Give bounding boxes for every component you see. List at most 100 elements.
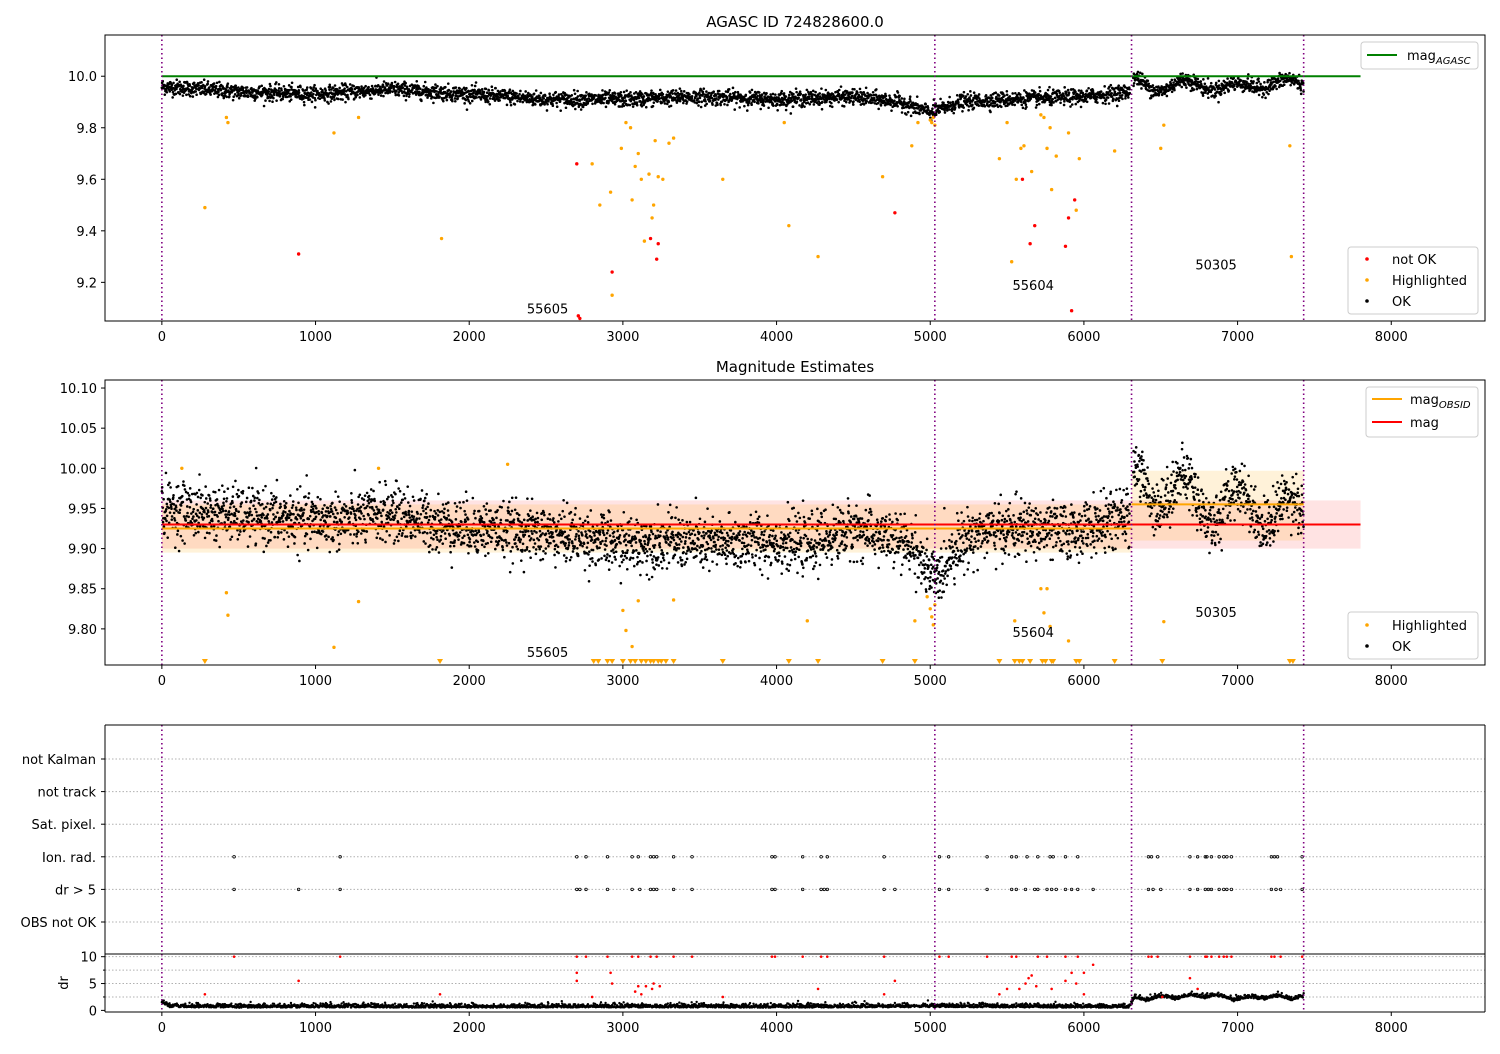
- agasc-ok-point: [403, 95, 406, 98]
- magnitude-ok-point: [257, 492, 260, 495]
- magnitude-ok-point: [338, 530, 341, 533]
- agasc-ok-point: [475, 96, 478, 99]
- magnitude-ok-point: [236, 493, 239, 496]
- agasc-ok-point: [574, 108, 577, 111]
- agasc-ok-point: [1226, 77, 1229, 80]
- magnitude-ok-point: [199, 511, 202, 514]
- magnitude-ok-point: [290, 519, 293, 522]
- agasc-ok-point: [843, 105, 846, 108]
- agasc-ok-point: [772, 104, 775, 107]
- magnitude-ok-point: [262, 514, 265, 517]
- magnitude-ok-point: [364, 494, 367, 497]
- agasc-ok-point: [853, 88, 856, 91]
- agasc-ok-point: [281, 98, 284, 101]
- magnitude-ok-point: [225, 516, 228, 519]
- magnitude-ok-point: [338, 548, 341, 551]
- magnitude-ok-point: [288, 535, 291, 538]
- magnitude-ok-point: [391, 496, 394, 499]
- agasc-highlighted-point: [1113, 149, 1116, 152]
- magnitude-ok-point: [176, 533, 179, 536]
- agasc-ok-point: [1080, 106, 1083, 109]
- agasc-ok-point: [840, 85, 843, 88]
- magnitude-ok-point: [400, 517, 403, 520]
- agasc-ok-point: [263, 105, 266, 108]
- magnitude-ok-point: [204, 485, 207, 488]
- magnitude-ok-point: [305, 503, 308, 506]
- agasc-ok-point: [1019, 93, 1022, 96]
- agasc-ok-point: [1132, 85, 1135, 88]
- agasc-highlighted-point: [620, 147, 623, 150]
- magnitude-ok-point: [398, 507, 401, 510]
- agasc-ok-point: [799, 93, 802, 96]
- magnitude-ok-point: [384, 504, 387, 507]
- agasc-ok-point: [966, 93, 969, 96]
- magnitude-ok-point: [189, 487, 192, 490]
- magnitude-ok-point: [413, 499, 416, 502]
- agasc-ok-point: [800, 98, 803, 101]
- agasc-ok-point: [957, 101, 960, 104]
- agasc-highlighted-point: [1045, 147, 1048, 150]
- agasc-ok-point: [278, 83, 281, 86]
- magnitude-ok-point: [229, 538, 232, 541]
- agasc-ok-point: [487, 100, 490, 103]
- agasc-highlighted-point: [930, 121, 933, 124]
- magnitude-ok-point: [207, 511, 210, 514]
- agasc-ok-point: [232, 95, 235, 98]
- agasc-ok-point: [420, 100, 423, 103]
- agasc-ok-point: [299, 86, 302, 89]
- magnitude-ok-point: [360, 506, 363, 509]
- magnitude-ok-point: [208, 494, 211, 497]
- agasc-ok-point: [1302, 82, 1305, 85]
- agasc-highlighted-point: [1042, 116, 1045, 119]
- magnitude-ok-point: [336, 512, 339, 515]
- agasc-ok-point: [215, 85, 218, 88]
- agasc-ok-point: [364, 85, 367, 88]
- agasc-ok-point: [1263, 81, 1266, 84]
- magnitude-ok-point: [223, 497, 226, 500]
- agasc-ok-point: [1078, 89, 1081, 92]
- agasc-ok-point: [1111, 95, 1114, 98]
- magnitude-ok-point: [282, 520, 285, 523]
- magnitude-ok-point: [418, 517, 421, 520]
- agasc-ok-point: [1011, 103, 1014, 106]
- agasc-ok-point: [1240, 79, 1243, 82]
- agasc-ok-point: [576, 90, 579, 93]
- agasc-ok-point: [591, 102, 594, 105]
- agasc-ok-point: [475, 81, 478, 84]
- magnitude-ok-point: [267, 520, 270, 523]
- agasc-ok-point: [935, 113, 938, 116]
- magnitude-ok-point: [352, 542, 355, 545]
- agasc-ytick-label: 9.6: [76, 173, 97, 188]
- agasc-ok-point: [1034, 91, 1037, 94]
- agasc-ok-point: [1038, 86, 1041, 89]
- magnitude-ok-point: [437, 493, 440, 496]
- agasc-ok-point: [956, 94, 959, 97]
- magnitude-ok-point: [324, 521, 327, 524]
- agasc-ok-point: [962, 95, 965, 98]
- magnitude-ok-point: [349, 507, 352, 510]
- magnitude-ok-point: [426, 506, 429, 509]
- agasc-ok-point: [759, 108, 762, 111]
- magnitude-ok-point: [316, 496, 319, 499]
- magnitude-ok-point: [247, 521, 250, 524]
- agasc-ok-point: [733, 108, 736, 111]
- agasc-ok-point: [510, 104, 513, 107]
- magnitude-ok-point: [270, 492, 273, 495]
- agasc-ok-point: [967, 109, 970, 112]
- agasc-highlighted-point: [721, 178, 724, 181]
- magnitude-ok-point: [307, 518, 310, 521]
- agasc-ok-point: [1100, 90, 1103, 93]
- magnitude-ok-point: [307, 549, 310, 552]
- agasc-ok-point: [577, 95, 580, 98]
- agasc-ok-point: [228, 95, 231, 98]
- magnitude-ok-point: [323, 504, 326, 507]
- magnitude-ok-point: [332, 539, 335, 542]
- agasc-ok-point: [389, 90, 392, 93]
- magnitude-ok-point: [214, 511, 217, 514]
- agasc-ok-point: [726, 96, 729, 99]
- agasc-highlighted-point: [332, 131, 335, 134]
- magnitude-ok-point: [170, 518, 173, 521]
- agasc-ok-point: [698, 100, 701, 103]
- magnitude-ok-point: [398, 504, 401, 507]
- agasc-ok-point: [311, 101, 314, 104]
